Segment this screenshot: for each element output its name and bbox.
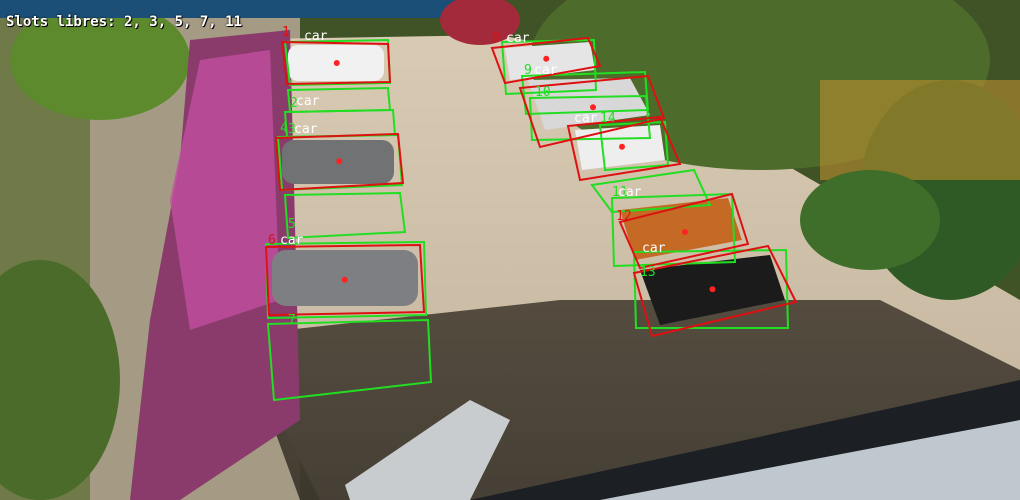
- slot-box: [266, 318, 433, 402]
- car-center-dot: [336, 158, 343, 165]
- car-detections: [264, 36, 798, 338]
- slot-number-label: 6: [268, 233, 276, 248]
- car-center-dot: [590, 104, 596, 111]
- slot-number-label: 4: [280, 121, 288, 136]
- slot-number-label: 8: [492, 31, 500, 46]
- car-center-dot: [619, 143, 625, 150]
- slot-number-label: 14: [600, 111, 616, 126]
- car-box: [618, 192, 750, 270]
- car-center-dot: [543, 55, 550, 62]
- car-class-label: car: [296, 94, 320, 109]
- car-class-label: car: [304, 29, 328, 44]
- car-class-label: car: [280, 233, 304, 248]
- car-class-label: car: [618, 185, 642, 200]
- slot-box: [283, 191, 407, 240]
- slot-number-label: 5: [288, 217, 296, 232]
- yellow-wall: [820, 80, 1020, 180]
- slot-box: [610, 192, 737, 268]
- detection-labels: 1234567891011121314carcarcarcarcarcarcar…: [268, 25, 666, 328]
- car-class-label: car: [642, 241, 666, 256]
- car-box: [518, 74, 666, 149]
- car-center-dot: [333, 60, 340, 66]
- slot-number-label: 1: [282, 25, 290, 40]
- slot-box: [632, 248, 790, 329]
- car-class-label: car: [506, 31, 530, 46]
- free-slots-readout: Slots libres: 2, 3, 5, 7, 11: [6, 14, 243, 30]
- car-center-dot: [709, 286, 716, 293]
- car-box: [274, 132, 405, 192]
- car-box: [280, 40, 392, 86]
- slot-number-label: 11: [612, 185, 628, 200]
- slot-box: [528, 94, 652, 142]
- slot-box: [590, 168, 712, 214]
- car-class-label: car: [574, 111, 598, 126]
- car-center-dot: [682, 229, 688, 235]
- slot-number-label: 13: [640, 265, 656, 280]
- car-center-dot: [341, 276, 348, 283]
- slot-number-label: 10: [535, 85, 551, 100]
- car-box: [566, 115, 682, 182]
- car-box: [632, 244, 798, 338]
- car-class-label: car: [534, 63, 558, 78]
- slot-number-label: 7: [288, 313, 296, 328]
- car-class-label: car: [294, 122, 318, 137]
- slot-number-label: 12: [616, 209, 632, 224]
- car-box: [490, 36, 602, 85]
- slot-number-label: 3: [288, 122, 296, 137]
- car-box: [264, 243, 426, 317]
- slot-number-label: 2: [290, 96, 298, 111]
- slot-number-label: 9: [524, 63, 532, 78]
- wall-blue: [0, 0, 460, 18]
